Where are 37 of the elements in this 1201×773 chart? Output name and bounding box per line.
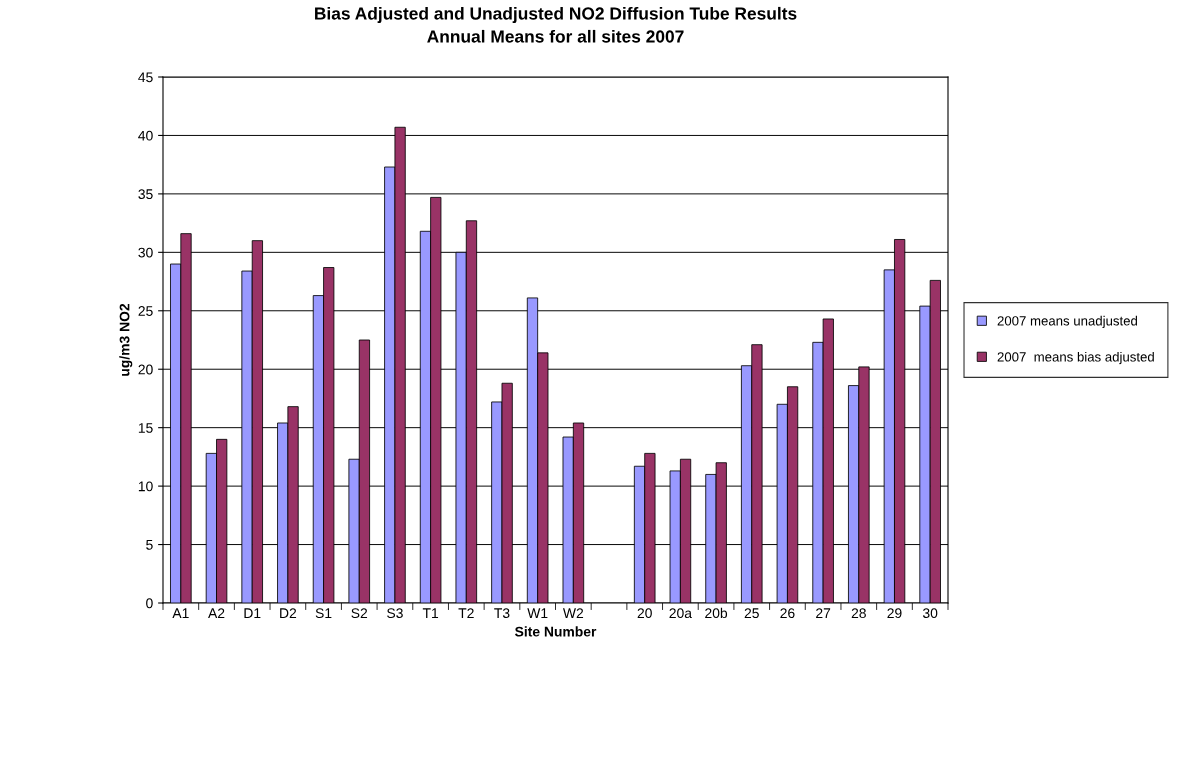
y-axis-title: ug/m3 NO2 xyxy=(119,303,133,376)
x-tick-label: D1 xyxy=(244,608,261,618)
x-tick-label: S2 xyxy=(351,608,368,619)
x-tick-label: T1 xyxy=(422,608,439,618)
x-tick-label: 20b xyxy=(705,607,728,619)
y-tick-label: 10 xyxy=(138,481,153,492)
y-tick-label: 15 xyxy=(138,423,153,433)
y-tick-label: 25 xyxy=(138,306,153,316)
y-tick-label: 20 xyxy=(138,364,153,375)
legend-label: 2007 means bias adjusted xyxy=(997,351,1154,365)
x-tick-label: 30 xyxy=(922,608,938,619)
x-tick-label: 25 xyxy=(744,608,759,619)
x-tick-label: 28 xyxy=(851,608,866,619)
x-tick-label: S3 xyxy=(387,608,403,619)
chart-title: Bias Adjusted and Unadjusted NO2 Diffusion Tube Results xyxy=(315,6,797,24)
x-tick-label: T2 xyxy=(458,608,474,618)
x-tick-label: A2 xyxy=(208,608,225,618)
x-tick-label: 29 xyxy=(887,608,902,619)
y-tick-label: 40 xyxy=(138,130,153,141)
x-tick-label: W2 xyxy=(562,608,584,618)
x-tick-label: 27 xyxy=(816,608,831,618)
y-tick-label: 0 xyxy=(146,598,153,609)
y-tick-label: 30 xyxy=(138,247,153,258)
x-tick-label: T3 xyxy=(494,608,510,619)
x-tick-label: W1 xyxy=(527,608,548,618)
x-tick-label: 20a xyxy=(669,608,692,619)
x-tick-label: A1 xyxy=(172,608,189,618)
x-axis-title: Site Number xyxy=(515,626,597,637)
x-tick-label: 26 xyxy=(780,608,795,619)
legend-label: 2007 means unadjusted xyxy=(997,315,1137,329)
chart-subtitle: Annual Means for all sites 2007 xyxy=(427,29,684,43)
y-tick-label: 5 xyxy=(146,540,153,550)
x-tick-label: 20 xyxy=(637,608,652,619)
y-tick-label: 35 xyxy=(138,189,153,200)
x-tick-label: S1 xyxy=(315,608,332,619)
y-tick-label: 45 xyxy=(138,72,153,83)
x-tick-label: D2 xyxy=(280,608,297,618)
